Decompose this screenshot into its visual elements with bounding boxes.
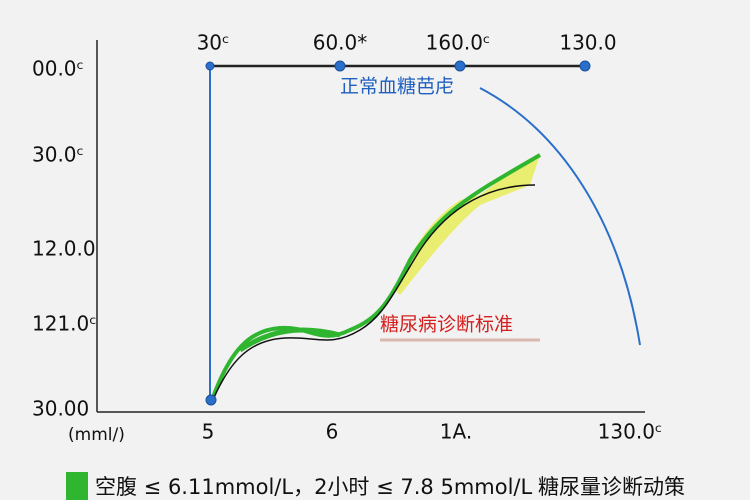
marker (579, 60, 591, 72)
y-label: 121.0ᶜ (32, 312, 97, 336)
green-band (238, 327, 341, 353)
top-label: 130.0 (559, 31, 616, 55)
y-label: 00.0ᶜ (32, 57, 84, 81)
markers (205, 60, 591, 406)
marker (205, 61, 215, 71)
marker (334, 60, 346, 72)
y-label: 30.00 (32, 397, 89, 421)
normal-range-label: 正常血糖芭虍 (340, 76, 454, 98)
y-label: 30.0ᶜ (32, 143, 84, 167)
marker (205, 394, 217, 406)
legend-title: 糖尿量诊断动策 (538, 475, 685, 499)
top-label: 60.0* (313, 31, 368, 55)
highlight-area (395, 155, 540, 295)
diagnosis-label: 糖尿病诊断标准 (380, 314, 513, 336)
x-label: 5 (202, 420, 215, 444)
legend-text: 空腹 ≤ 6.11mmol/L，2小时 ≤ 7.8 5mmol/L (95, 475, 532, 499)
y-label: 12.0.0 (32, 237, 96, 261)
x-label: 130.0ᶜ (598, 420, 663, 444)
top-label: 160.0ᶜ (426, 31, 491, 55)
top-label: 30ᶜ (197, 31, 230, 55)
black-curve (211, 184, 536, 403)
x-label: 6 (326, 420, 339, 444)
green-curve (210, 153, 542, 401)
marker (454, 60, 466, 72)
blue-curve (479, 87, 641, 346)
y-unit: (mml/) (68, 425, 125, 445)
x-label: 1A. (440, 420, 472, 444)
legend-swatch (66, 472, 88, 500)
